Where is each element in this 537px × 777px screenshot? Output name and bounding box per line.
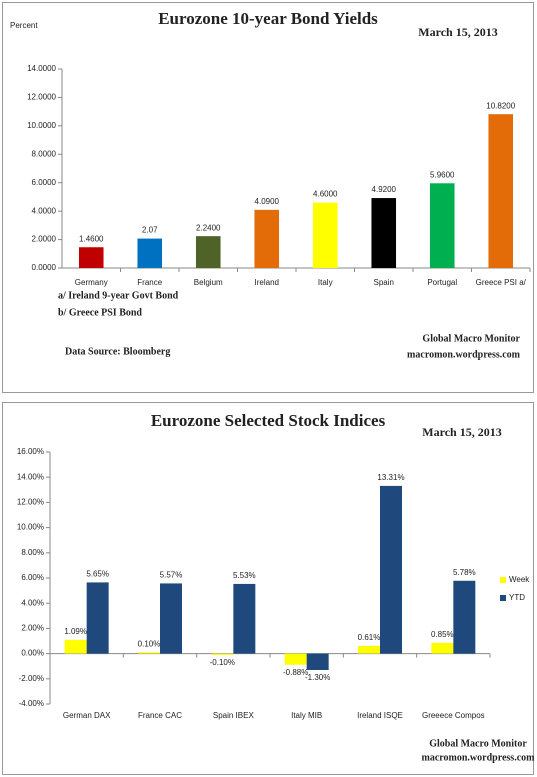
chart-title: Eurozone Selected Stock Indices <box>151 411 386 430</box>
bar <box>211 653 234 655</box>
x-tick-label: Spain <box>374 278 394 287</box>
bar <box>254 209 280 268</box>
y-tick-label: 16.00% <box>17 447 44 456</box>
value-label: 1.09% <box>64 627 87 636</box>
value-label: 4.0900 <box>255 197 280 206</box>
bar <box>284 653 307 665</box>
y-tick-label: 2.00% <box>21 624 44 633</box>
bar <box>195 236 221 268</box>
bar <box>64 639 87 654</box>
y-tick-label: 4.0000 <box>32 206 57 215</box>
x-tick-label: Spain IBEX <box>213 711 255 720</box>
bar <box>453 580 476 654</box>
value-label: 1.4600 <box>79 234 104 243</box>
value-label: 0.61% <box>358 633 381 642</box>
y-tick-label: 4.00% <box>21 598 44 607</box>
y-tick-label: 8.00% <box>21 548 44 557</box>
bar <box>137 238 163 268</box>
y-tick-label: 12.00% <box>17 498 44 507</box>
y-axis-label: Percent <box>10 21 38 30</box>
bar <box>138 652 160 654</box>
x-tick-label: Italy MIB <box>291 711 322 720</box>
chart-date: March 15, 2013 <box>422 425 501 439</box>
value-label: 2.2400 <box>196 223 221 232</box>
value-label: -0.10% <box>210 658 235 667</box>
y-tick-label: 12.0000 <box>27 93 56 102</box>
bar <box>312 202 338 268</box>
value-label: 13.31% <box>377 473 404 482</box>
value-label: 5.65% <box>86 570 109 579</box>
chart-title: Eurozone 10-year Bond Yields <box>158 9 378 28</box>
value-label: 5.78% <box>453 568 476 577</box>
value-label: 4.9200 <box>372 185 397 194</box>
value-label: 10.8200 <box>486 101 515 110</box>
x-tick-label: Ireland <box>255 278 279 287</box>
bar <box>431 642 454 654</box>
y-tick-label: 0.00% <box>21 649 44 658</box>
y-tick-label: 10.0000 <box>27 121 56 130</box>
x-tick-label: Greeece Compos <box>422 711 485 720</box>
bar <box>78 247 104 268</box>
x-tick-label: Germany <box>75 278 108 287</box>
legend-label: Week <box>509 575 530 584</box>
x-tick-label: France CAC <box>138 711 182 720</box>
y-tick-label: 14.00% <box>17 472 44 481</box>
legend-label: YTD <box>509 593 525 602</box>
bar <box>358 645 380 654</box>
credit: Global Macro Monitor <box>429 738 527 749</box>
x-tick-label: Belgium <box>194 278 223 287</box>
bar <box>371 198 397 268</box>
credit: macromon.wordpress.com <box>422 752 536 763</box>
value-label: 4.6000 <box>313 190 338 199</box>
y-tick-label: 14.0000 <box>27 64 56 73</box>
value-label: 0.10% <box>138 639 161 648</box>
y-tick-label: 6.00% <box>21 573 44 582</box>
value-label: 0.85% <box>431 630 454 639</box>
bar <box>160 583 182 654</box>
value-label: 5.9600 <box>430 170 455 179</box>
value-label: 5.53% <box>233 571 256 580</box>
footnote: a/ Ireland 9-year Govt Bond <box>58 290 179 301</box>
bar <box>429 183 455 268</box>
bar <box>306 653 329 670</box>
x-tick-label: Greece PSI a/ <box>476 278 527 287</box>
y-tick-label: 8.0000 <box>32 149 57 158</box>
value-label: -1.30% <box>305 673 330 682</box>
value-label: 5.57% <box>160 571 183 580</box>
x-tick-label: Italy <box>318 278 333 287</box>
credit: Global Macro Monitor <box>422 333 520 344</box>
x-tick-label: German DAX <box>63 711 111 720</box>
x-tick-label: Portugal <box>427 278 457 287</box>
bar <box>488 114 514 268</box>
legend-swatch <box>500 595 506 601</box>
y-tick-label: -2.00% <box>19 674 44 683</box>
x-tick-label: France <box>137 278 162 287</box>
y-tick-label: -4.00% <box>19 699 44 708</box>
y-tick-label: 2.0000 <box>32 235 57 244</box>
legend-swatch <box>500 577 506 583</box>
bar <box>86 582 109 654</box>
credit: macromon.wordpress.com <box>407 349 521 360</box>
x-tick-label: Ireland ISQE <box>357 711 403 720</box>
value-label: -0.88% <box>283 668 308 677</box>
chart-date: March 15, 2013 <box>418 25 497 39</box>
y-tick-label: 0.0000 <box>32 263 57 272</box>
bar <box>233 583 256 654</box>
y-tick-label: 6.0000 <box>32 178 57 187</box>
source: Data Source: Bloomberg <box>65 346 170 357</box>
bar <box>380 485 402 654</box>
y-tick-label: 10.00% <box>17 523 44 532</box>
value-label: 2.07 <box>142 226 158 235</box>
footnote: b/ Greece PSI Bond <box>58 307 142 318</box>
